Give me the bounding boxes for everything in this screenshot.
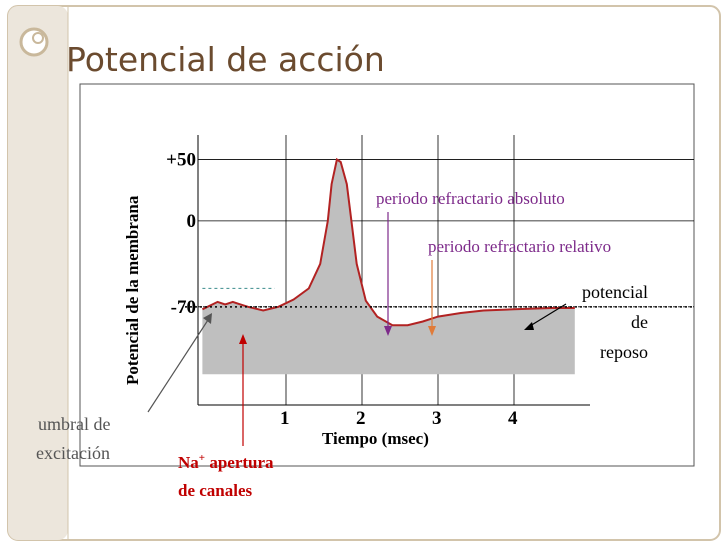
arrowhead-absolute-refractory-icon xyxy=(384,326,392,336)
y-tick-label: 0 xyxy=(187,211,197,232)
annotation-na-line1: Na+ apertura xyxy=(178,452,274,472)
x-tick-label: 3 xyxy=(432,408,442,429)
arrowhead-resting-icon xyxy=(524,322,534,330)
frame-ring-inner-icon xyxy=(32,32,44,44)
na-symbol: Na xyxy=(178,453,199,472)
x-tick-label: 1 xyxy=(280,408,290,429)
arrowhead-na-icon xyxy=(239,334,247,344)
annotation-resting-3: reposo xyxy=(600,342,648,362)
na-apertura: apertura xyxy=(205,453,274,472)
x-tick-label: 2 xyxy=(356,408,366,429)
y-tick-label: -70 xyxy=(171,297,196,318)
arrowhead-relative-refractory-icon xyxy=(428,326,436,336)
annotation-na-line2: de canales xyxy=(178,481,253,500)
annotation-relative-refractory: periodo refractario relativo xyxy=(428,237,611,256)
action-potential-line xyxy=(201,157,575,327)
page-title: Potencial de acción xyxy=(66,40,385,79)
x-tick-labels: 1 2 3 4 xyxy=(280,408,518,429)
x-axis-label: Tiempo (msec) xyxy=(322,429,429,448)
annotation-threshold-2: excitación xyxy=(36,443,110,463)
x-tick-label: 4 xyxy=(508,408,518,429)
na-superscript: + xyxy=(199,452,205,464)
y-tick-labels: +50 0 -70 xyxy=(166,150,196,318)
action-potential-area xyxy=(202,159,575,375)
chart-frame xyxy=(79,83,695,467)
arrowhead-threshold-icon xyxy=(203,313,212,324)
arrow-threshold xyxy=(147,319,209,413)
y-axis-label: Potencial de la membrana xyxy=(123,195,142,385)
y-tick-label: +50 xyxy=(166,150,196,171)
arrow-resting xyxy=(529,303,567,327)
annotation-resting-1: potencial xyxy=(582,282,648,302)
annotation-absolute-refractory: periodo refractario absoluto xyxy=(376,189,565,208)
annotation-threshold-1: umbral de xyxy=(38,414,110,434)
chart-grid xyxy=(197,135,694,406)
slide-left-band xyxy=(8,6,68,540)
annotation-resting-2: de xyxy=(631,312,648,332)
